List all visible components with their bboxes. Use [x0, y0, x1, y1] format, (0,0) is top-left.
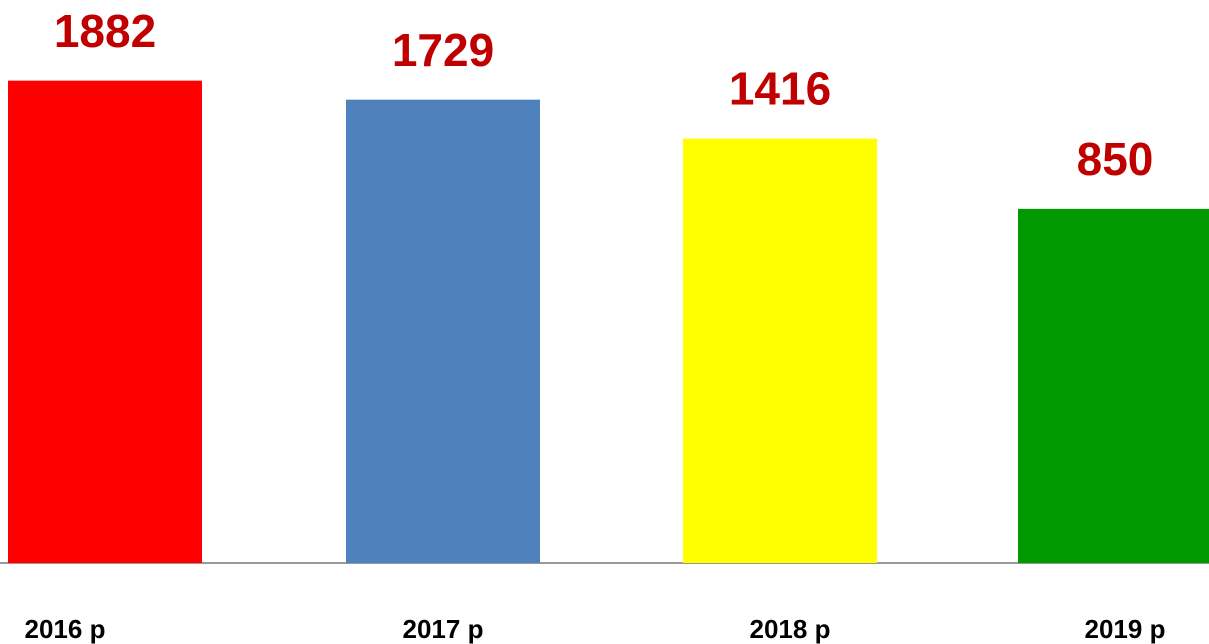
value-label: 850	[1077, 133, 1154, 185]
bar	[1018, 208, 1209, 563]
x-tick-label: 2019 p	[1085, 614, 1166, 644]
x-tick-label: 2018 p	[750, 614, 831, 644]
value-label: 1882	[54, 5, 156, 57]
value-label: 1416	[729, 63, 831, 115]
bar	[683, 138, 877, 563]
x-tick-label: 2017 p	[403, 614, 484, 644]
bar	[346, 99, 540, 563]
value-label: 1729	[392, 24, 494, 76]
bar	[8, 80, 202, 563]
x-tick-label: 2016 p	[25, 614, 106, 644]
